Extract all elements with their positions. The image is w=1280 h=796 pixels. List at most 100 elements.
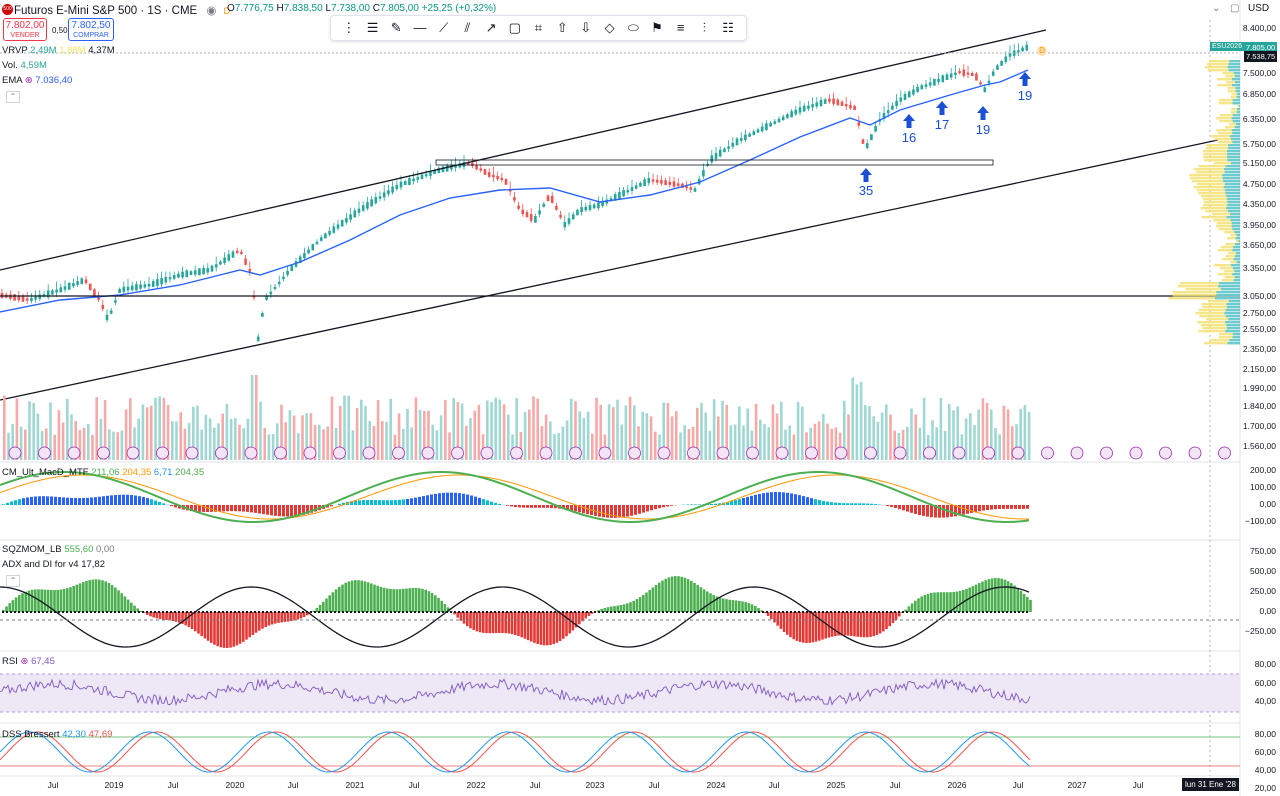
rectangle-icon[interactable]: ▢ [508, 20, 521, 35]
projection-icon[interactable]: ⫶ [702, 20, 707, 35]
candle-body [718, 149, 722, 157]
volume-bar [393, 434, 397, 460]
volume-profile-bar [1215, 117, 1240, 120]
dss-axis-label: 20,00 [1254, 783, 1276, 793]
momentum-bar [754, 606, 757, 612]
volume-profile-bar [1205, 147, 1240, 150]
rsi-axis-label: 60,00 [1254, 678, 1276, 688]
volume-profile-bar [1233, 246, 1240, 249]
arrow-up-icon[interactable]: ⇧ [556, 20, 568, 35]
adx-legend[interactable]: ADX and DI for v4 17,82 [2, 559, 105, 570]
sqz-legend[interactable]: SQZMOM_LB 555,60 0,00 [2, 544, 115, 555]
volume-profile-bar [1229, 60, 1240, 63]
brush-icon[interactable]: ✎ [390, 20, 402, 35]
ema-legend[interactable]: EMA ⊛ 7.036,40 [2, 75, 72, 86]
trend-line-icon[interactable]: ⟋ [439, 20, 449, 35]
volume-bar [61, 422, 65, 460]
currency-selector[interactable]: USD [1248, 3, 1270, 14]
eye-icon[interactable]: ◉ [206, 5, 217, 17]
horizontal-lines-icon[interactable]: ☰ [366, 20, 379, 35]
macd-histogram-bar [942, 505, 945, 518]
drag-handle-icon[interactable]: ⋮ [342, 20, 356, 35]
volume-bar [586, 411, 590, 460]
momentum-bar [114, 587, 117, 612]
macd-legend[interactable]: CM_Ult_MacD_MTF 211,06 204,35 6,71 204,3… [2, 467, 204, 478]
momentum-bar [104, 581, 107, 612]
dss-legend[interactable]: DSS Bressert 42,30 47,69 [2, 729, 112, 740]
squeeze-dot [694, 611, 696, 613]
collapse-legend-button[interactable]: ⌃ [6, 575, 20, 587]
candle-body [319, 237, 323, 241]
volume-profile-bar [1239, 105, 1240, 108]
squeeze-dot [966, 611, 968, 613]
chevron-down-icon[interactable]: ⌄ [1212, 3, 1221, 14]
path-icon[interactable]: ◇ [604, 20, 615, 35]
momentum-bar [971, 586, 975, 612]
macd-histogram-bar [50, 496, 53, 505]
momentum-bar [171, 612, 175, 622]
ray-icon[interactable]: ↗ [485, 20, 497, 35]
indicator-settings-icon[interactable]: ⊛ [20, 656, 29, 667]
volume-profile-bar [1227, 156, 1240, 159]
volume-bar [343, 395, 346, 460]
parallel-channel-icon[interactable]: ⫽ [464, 20, 471, 35]
macd-histogram-bar [806, 497, 809, 505]
macd-histogram-bar [610, 505, 613, 518]
momentum-bar [418, 588, 421, 612]
macd-histogram-bar [278, 505, 281, 517]
ellipse-icon[interactable]: ⬭ [627, 20, 639, 35]
symbol-title[interactable]: Futuros E-Mini S&P 500 · 1S · CME ◉ D [14, 3, 230, 17]
macd-histogram-bar [298, 505, 301, 516]
fib-retracement-icon[interactable]: ≡ [676, 20, 685, 35]
vol-legend[interactable]: Vol. 4,59M [2, 60, 47, 71]
candle-body [80, 278, 84, 285]
horizontal-line-icon[interactable]: — [413, 20, 427, 35]
price-axis-label: 5.750,00 [1242, 139, 1276, 149]
ohlc-readout: O7.776,75 H7.838,50 L7.738,00 C7.805,00 … [227, 3, 497, 14]
collapse-legend-button[interactable]: ⌃ [6, 91, 20, 103]
momentum-bar [952, 591, 955, 612]
crop-icon[interactable]: ⌗ [534, 20, 543, 35]
event-marker-icon [126, 446, 140, 460]
squeeze-dot [574, 611, 576, 613]
vrvp-total: 4,37M [88, 45, 115, 56]
volume-bar [368, 421, 371, 460]
buy-button[interactable]: 7.802,50 COMPRAR [68, 18, 114, 41]
flag-icon[interactable]: ⚑ [651, 20, 663, 35]
candle-body [151, 281, 155, 287]
maximize-icon[interactable]: ▢ [1230, 3, 1240, 14]
candle-body [46, 290, 50, 298]
volume-profile-bar [1206, 318, 1240, 321]
macd-histogram-bar [606, 505, 609, 518]
momentum-bar [328, 595, 331, 612]
squeeze-dot [90, 611, 92, 613]
volume-profile-bar [1228, 147, 1240, 150]
momentum-bar [526, 612, 530, 641]
sell-button[interactable]: 7.802,00 VENDER [3, 18, 47, 41]
momentum-bar [254, 612, 258, 633]
macd-histogram-bar [58, 497, 61, 505]
indicator-settings-icon[interactable]: ⊛ [24, 75, 33, 86]
dividend-marker[interactable]: D [1037, 46, 1047, 56]
candle-body [332, 226, 336, 233]
squeeze-dot [402, 611, 404, 613]
ema-value: 7.036,40 [35, 75, 73, 86]
squeeze-dot [950, 611, 952, 613]
candle-body [479, 168, 483, 171]
volume-profile-bar [1225, 321, 1240, 324]
candle-body [933, 78, 936, 86]
vrvp-legend[interactable]: VRVP 2,49M 1,88M 4,37M [2, 45, 115, 56]
squeeze-dot [962, 611, 964, 613]
squeeze-dot [94, 611, 96, 613]
volume-profile-bar [1234, 255, 1240, 258]
macd-histogram-bar [958, 505, 961, 516]
rsi-legend[interactable]: RSI ⊛ 67,45 [2, 656, 55, 667]
volume-bar [998, 434, 1001, 460]
long-position-icon[interactable]: ☷ [722, 20, 734, 35]
momentum-bar [139, 610, 143, 612]
arrow-down-icon[interactable]: ⇩ [580, 20, 592, 35]
candle-body [135, 284, 138, 291]
squeeze-dot [410, 611, 412, 613]
volume-bar [150, 405, 153, 460]
